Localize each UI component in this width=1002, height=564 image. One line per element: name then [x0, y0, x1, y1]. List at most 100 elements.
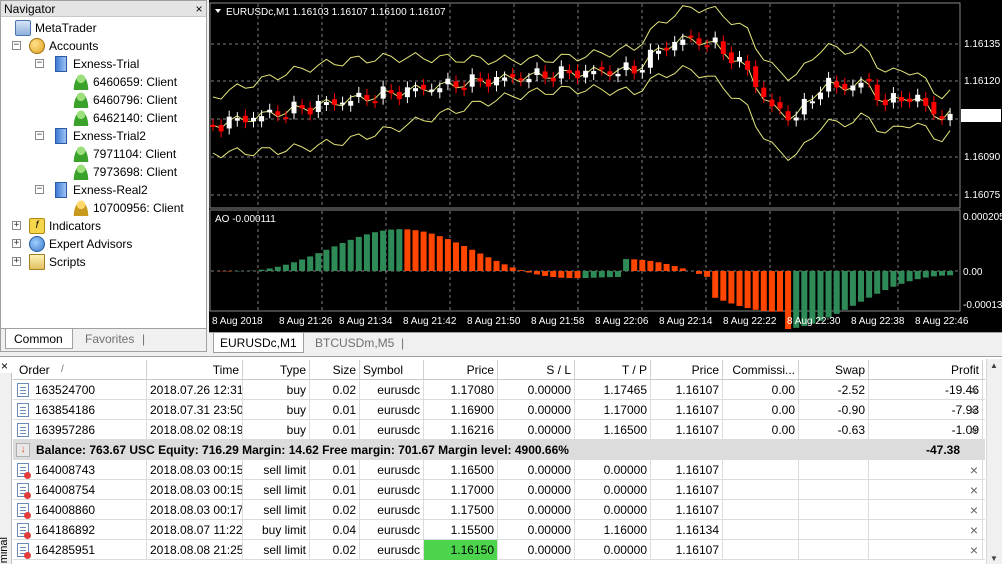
column-header[interactable]: T / P [575, 360, 651, 380]
tree-item[interactable]: Exness-Trial2 [53, 127, 146, 145]
ao-bar [444, 239, 451, 271]
expert-advisors-icon [29, 236, 45, 252]
ao-bar [372, 232, 378, 271]
close-order-icon[interactable]: × [969, 502, 979, 518]
ao-bar [606, 271, 613, 278]
candle-body [720, 41, 726, 54]
tree-expander-icon[interactable]: − [35, 58, 44, 68]
tree-item[interactable]: Expert Advisors [29, 235, 132, 253]
chart-canvas[interactable]: EURUSDc,M1 1.16103 1.16107 1.16100 1.161… [209, 0, 1002, 332]
tree-expander-icon[interactable]: + [12, 256, 21, 266]
tree-expander-icon[interactable]: + [12, 220, 21, 230]
tree-item[interactable]: f Indicators [29, 217, 101, 235]
sort-indicator-icon: / [61, 364, 64, 375]
scroll-down-icon[interactable]: ▼ [990, 554, 998, 563]
tab-favorites[interactable]: Favorites [85, 332, 135, 346]
navigator-close-icon[interactable]: × [195, 1, 203, 16]
cell-comm [723, 520, 799, 540]
close-order-icon[interactable]: × [969, 382, 979, 398]
cell-symbol: eurusdc [360, 460, 424, 480]
ao-bar [291, 262, 297, 271]
bollinger-upper-band [212, 5, 951, 100]
tree-item[interactable]: Scripts [29, 253, 86, 271]
column-header[interactable]: Type [243, 360, 310, 380]
close-order-icon[interactable]: × [969, 482, 979, 498]
candle-body [915, 94, 921, 102]
close-order-icon[interactable]: × [969, 402, 979, 418]
chart-tab-btcusdm[interactable]: BTCUSDm,M5 [315, 336, 395, 350]
tree-item[interactable]: Accounts [29, 37, 98, 55]
indicators-icon: f [29, 218, 45, 234]
tree-item[interactable]: MetaTrader [15, 19, 97, 37]
ao-bar [517, 270, 524, 271]
candle-body [461, 87, 467, 90]
tree-expander-icon[interactable]: + [12, 238, 21, 248]
column-header[interactable]: Price [424, 360, 498, 380]
cell-symbol: eurusdc [360, 480, 424, 500]
terminal-close-icon[interactable]: × [1, 359, 9, 373]
tree-item[interactable]: 6460796: Client [73, 91, 177, 109]
column-header[interactable]: Size [310, 360, 360, 380]
chart-tab-eurusdc[interactable]: EURUSDc,M1 [213, 333, 304, 353]
tree-item[interactable]: 7971104: Client [73, 145, 176, 163]
total-profit: -47.38 [925, 443, 960, 457]
cell-sl: 0.00000 [498, 380, 575, 400]
price-axis-label: 1.16075 [964, 190, 1001, 201]
tree-item[interactable]: 6462140: Client [73, 109, 177, 127]
column-header[interactable]: Commissi... [723, 360, 799, 380]
tab-common[interactable]: Common [5, 329, 73, 349]
tree-item[interactable]: Exness-Real2 [53, 181, 148, 199]
close-order-icon[interactable]: × [969, 422, 979, 438]
tree-item[interactable]: 6460659: Client [73, 73, 177, 91]
column-header[interactable]: Profit [869, 360, 983, 380]
tree-expander-icon[interactable]: − [35, 130, 44, 140]
candle-body [947, 113, 953, 121]
tree-item-label: Exness-Trial [73, 57, 140, 71]
column-header[interactable]: Time [147, 360, 243, 380]
time-axis-label: 8 Aug 21:42 [403, 316, 457, 327]
navigator-tree: MetaTrader − Accounts − Exness-Trial 6460659:… [1, 18, 206, 326]
tree-item[interactable]: 10700956: Client [73, 199, 184, 217]
close-order-icon[interactable]: × [969, 462, 979, 478]
price-chart[interactable]: EURUSDc,M1 1.16103 1.16107 1.16100 1.161… [209, 0, 1002, 332]
cell-type: buy [243, 400, 310, 420]
scroll-up-icon[interactable]: ▲ [990, 361, 998, 370]
current-price-box [961, 109, 1001, 122]
tree-expander-icon[interactable]: − [35, 184, 44, 194]
close-order-icon[interactable]: × [969, 542, 979, 558]
vertical-scrollbar[interactable]: ▲ ▼ [986, 359, 1002, 564]
close-order-icon[interactable]: × [969, 522, 979, 538]
column-header[interactable]: S / L [498, 360, 575, 380]
ao-bar [882, 271, 889, 291]
navigator-panel: Navigator × MetaTrader − Accounts − Exness-T… [0, 0, 207, 352]
column-header[interactable]: Symbol [360, 360, 424, 380]
column-header[interactable]: Swap [799, 360, 869, 380]
ao-bar [388, 229, 395, 271]
tree-expander-icon[interactable]: − [12, 40, 21, 50]
column-header[interactable]: Price [651, 360, 723, 380]
column-header[interactable]: Order [13, 360, 147, 380]
candle-body [210, 125, 216, 127]
tree-item-label: Expert Advisors [49, 237, 133, 251]
candle-body [591, 71, 597, 75]
candle-body [704, 45, 710, 48]
pending-order-icon [17, 523, 31, 539]
candle-body [923, 98, 929, 106]
candle-body [664, 47, 670, 51]
tree-item[interactable]: 7973698: Client [73, 163, 177, 181]
ao-bar [258, 269, 265, 271]
cell-cur: 1.16107 [651, 500, 723, 520]
ao-bar [420, 231, 427, 271]
candle-body [251, 117, 256, 122]
candle-body [332, 99, 337, 105]
tree-item[interactable]: Exness-Trial [53, 55, 139, 73]
time-axis-label: 8 Aug 22:46 [915, 316, 969, 327]
